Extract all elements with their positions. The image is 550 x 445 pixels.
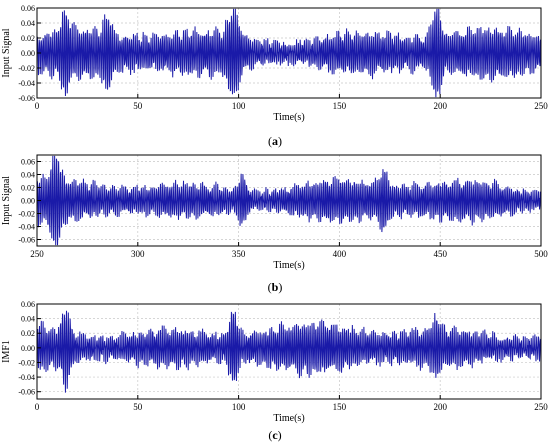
x-axis-label: Time(s) bbox=[273, 112, 304, 123]
y-tick-label: -0.04 bbox=[18, 223, 35, 232]
y-tick-label: -0.04 bbox=[18, 79, 35, 88]
x-tick-label: 100 bbox=[232, 101, 246, 111]
y-tick-label: 0.06 bbox=[21, 4, 35, 13]
x-tick-label: 150 bbox=[333, 101, 347, 111]
x-tick-label: 50 bbox=[133, 402, 143, 412]
chart-panel-c: 0 50 100 150 200 250 -0.06 -0.04 -0.02 0.00 0.02 0.… bbox=[1, 300, 548, 424]
x-tick-label: 400 bbox=[333, 249, 347, 259]
x-tick-label: 300 bbox=[131, 249, 145, 259]
caption-a: (a) bbox=[268, 134, 282, 148]
x-tick-label: 250 bbox=[30, 249, 44, 259]
x-tick-label: 0 bbox=[35, 402, 40, 412]
y-tick-label: 0.06 bbox=[21, 158, 35, 167]
y-tick-label: 0.02 bbox=[21, 329, 35, 338]
x-tick-label: 50 bbox=[133, 101, 143, 111]
y-tick-label: -0.06 bbox=[18, 94, 35, 103]
x-tick-label: 250 bbox=[534, 402, 548, 412]
x-tick-label: 350 bbox=[232, 249, 246, 259]
y-tick-label: -0.06 bbox=[18, 388, 35, 397]
x-tick-label: 150 bbox=[333, 402, 347, 412]
x-tick-label: 200 bbox=[433, 101, 447, 111]
y-tick-label: 0.04 bbox=[21, 19, 35, 28]
y-tick-label: -0.06 bbox=[18, 236, 35, 245]
y-tick-label: -0.04 bbox=[18, 373, 35, 382]
x-axis-label: Time(s) bbox=[273, 413, 304, 424]
x-tick-label: 0 bbox=[35, 101, 40, 111]
y-tick-label: 0.00 bbox=[21, 197, 35, 206]
signal-line bbox=[36, 8, 542, 98]
y-tick-label: 0.00 bbox=[21, 49, 35, 58]
caption-c: (c) bbox=[268, 428, 282, 442]
y-tick-label: 0.06 bbox=[21, 300, 35, 309]
x-tick-label: 250 bbox=[534, 101, 548, 111]
caption-b: (b) bbox=[267, 280, 283, 294]
signal-line bbox=[36, 310, 542, 393]
x-tick-label: 200 bbox=[433, 402, 447, 412]
y-tick-label: -0.02 bbox=[18, 210, 35, 219]
y-tick-label: 0.02 bbox=[21, 34, 35, 43]
y-tick-label: 0.04 bbox=[21, 171, 35, 180]
y-tick-label: 0.00 bbox=[21, 344, 35, 353]
x-axis-label: Time(s) bbox=[273, 260, 304, 271]
y-tick-label: 0.04 bbox=[21, 315, 35, 324]
y-tick-label: -0.02 bbox=[18, 64, 35, 73]
chart-panel-b: 250 300 350 400 450 500 -0.06 -0.04 -0.02 0.00 0.0… bbox=[1, 154, 548, 271]
y-tick-label: 0.02 bbox=[21, 184, 35, 193]
y-axis-label: IMF1 bbox=[1, 340, 12, 363]
x-tick-label: 450 bbox=[433, 249, 447, 259]
x-tick-label: 100 bbox=[232, 402, 246, 412]
chart-panel-a: 0 50 100 150 200 250 -0.06 -0.04 -0.02 0.00 0.02 0.… bbox=[1, 4, 548, 123]
plot-frame bbox=[36, 303, 542, 400]
y-axis-label: Input Signal bbox=[1, 28, 12, 77]
y-tick-label: -0.02 bbox=[18, 358, 35, 367]
x-tick-label: 500 bbox=[534, 249, 548, 259]
signal-line bbox=[36, 155, 542, 246]
y-axis-label: Input Signal bbox=[1, 176, 12, 225]
